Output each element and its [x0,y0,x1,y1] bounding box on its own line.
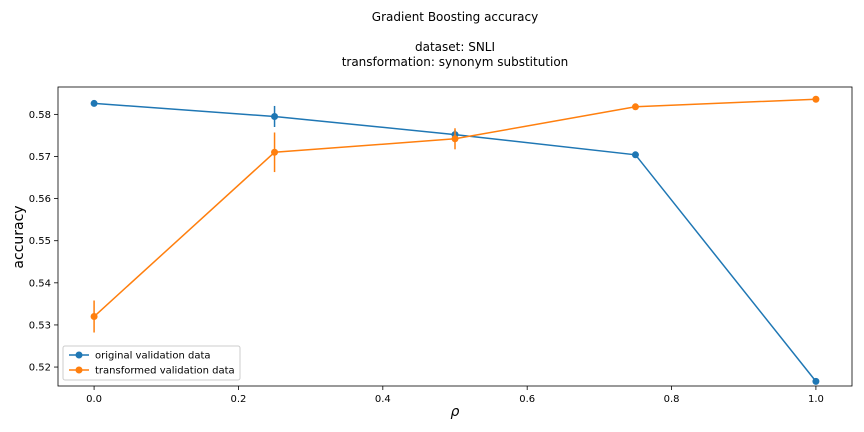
chart-subtitle-dataset: dataset: SNLI [415,40,495,54]
y-tick-label: 0.55 [29,236,51,247]
legend-label: transformed validation data [95,366,235,377]
x-tick-label: 0.2 [231,394,247,405]
x-axis-label: ρ [451,404,460,420]
legend-label: original validation data [95,351,211,362]
x-tick-label: 0.6 [519,394,535,405]
y-tick-label: 0.57 [29,152,51,163]
legend-box [62,345,241,381]
plot-area: 0.0 0.2 0.4 0.6 0.8 1.0 0.52 0.53 0.54 0.55 0.56 0.… [29,86,853,405]
legend: original validation data transformed vali… [62,345,241,381]
data-point [451,135,459,143]
y-axis-label: accuracy [11,205,27,268]
y-tick-label: 0.56 [29,194,51,205]
y-tick-label: 0.54 [29,278,51,289]
data-point [631,151,639,159]
chart-subtitle-transformation: transformation: synonym substitution [342,55,569,69]
x-tick-label: 1.0 [808,394,824,405]
series-transformed [90,95,820,333]
y-tick-label: 0.52 [29,363,51,374]
data-point [631,103,639,111]
x-tick-label: 0.4 [375,394,391,405]
plot-frame [57,86,853,387]
x-tick-label: 0.0 [86,394,102,405]
chart-title: Gradient Boosting accuracy [372,10,538,24]
data-point [271,112,279,120]
data-point [812,377,820,385]
legend-marker [75,366,83,374]
data-point [90,99,98,107]
data-point [90,313,98,321]
data-point [271,148,279,156]
legend-marker [75,351,83,359]
y-tick-label: 0.58 [29,110,51,121]
y-tick-label: 0.53 [29,320,51,331]
x-tick-label: 0.8 [664,394,680,405]
data-point [812,95,820,103]
